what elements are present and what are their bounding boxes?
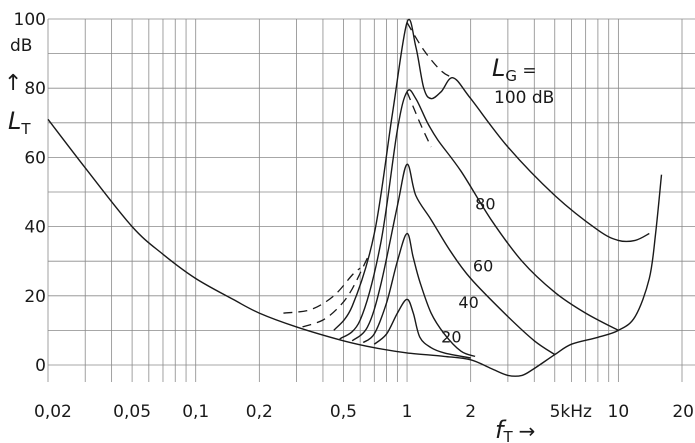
curve-labels: 80 60 40 20: [441, 194, 495, 346]
series-line: [302, 257, 369, 328]
curve-label: 60: [473, 257, 493, 276]
x-tick-label: 10: [608, 402, 630, 422]
y-tick-label: 40: [24, 218, 46, 238]
x-tick-label: 1: [402, 402, 413, 422]
y-axis-symbol: L: [8, 107, 21, 135]
series-line: [333, 19, 650, 331]
series-line: [47, 118, 663, 377]
series-line: [339, 89, 619, 340]
legend-value: 100 dB: [494, 88, 554, 108]
y-axis-subscript: T: [20, 120, 31, 138]
x-tick-label: 0,02: [34, 402, 72, 422]
x-tick-label: 5kHz: [550, 402, 592, 422]
x-axis-arrow: →: [519, 419, 536, 443]
y-axis-unit: dB: [10, 36, 32, 56]
y-axis-arrow: ↑: [4, 71, 22, 96]
y-tick-label: 80: [24, 79, 46, 99]
series-line: [283, 267, 361, 314]
x-tick-label: 0,2: [246, 402, 273, 422]
curve-label: 20: [441, 328, 461, 347]
y-tick-label: 100: [14, 10, 46, 30]
legend-subscript: G: [505, 67, 517, 85]
x-tick-label: 0,1: [182, 402, 209, 422]
y-tick-label: 0: [35, 356, 46, 376]
y-axis-label: LT: [8, 107, 31, 138]
x-axis-label: fT →: [495, 416, 535, 443]
curve-label: 80: [475, 194, 495, 213]
curve-label: 40: [458, 293, 478, 312]
legend-symbol: L: [492, 54, 505, 82]
legend-equals: =: [517, 61, 537, 81]
y-tick-label: 60: [24, 148, 46, 168]
grid: [47, 18, 695, 382]
x-axis-subscript: T: [502, 428, 513, 443]
series-line: [406, 91, 432, 148]
y-tick-label: 20: [24, 287, 46, 307]
series-line: [406, 22, 454, 79]
x-tick-label: 0,5: [330, 402, 357, 422]
series-line: [351, 163, 556, 356]
series-layer: [47, 19, 663, 377]
x-tick-label: 2: [465, 402, 476, 422]
x-tick-label: 20: [672, 402, 694, 422]
series-line: [373, 298, 471, 359]
legend-title: LG =: [492, 54, 537, 85]
series-line: [362, 232, 476, 358]
x-tick-label: 0,05: [113, 402, 151, 422]
tick-labels: 0,02 0,05 0,1 0,2 0,5 1 2 5kHz 10 20 0 20 40 60 80 100: [14, 10, 694, 422]
